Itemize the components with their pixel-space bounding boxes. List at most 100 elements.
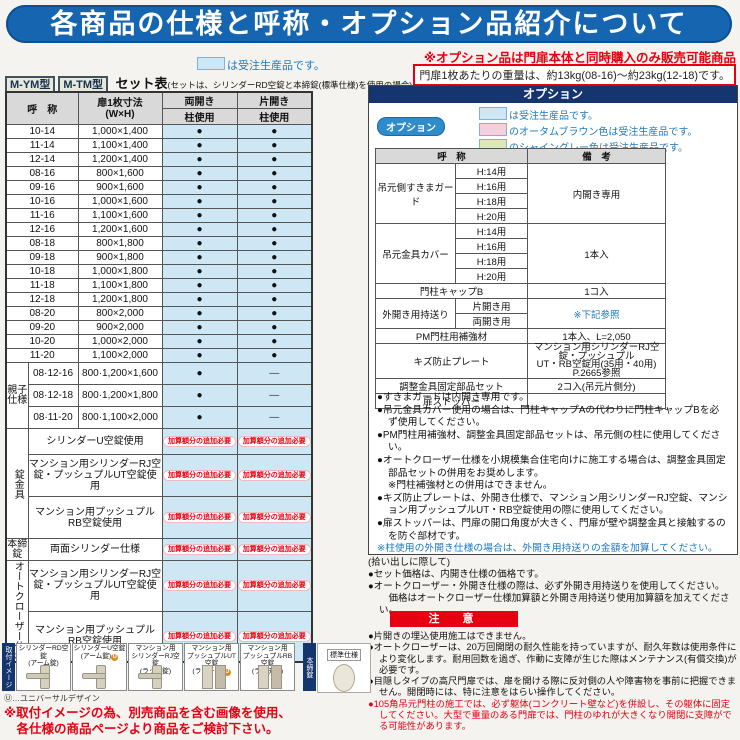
lock-name-cell: マンション用シリンダーRJ空錠・プッシュプルUT空錠使用: [27, 560, 163, 612]
lock-option-row: マンション用シリンダーRJ空錠・プッシュプルUT空錠使用 加算額分の追加必要 加算額…: [6, 454, 313, 497]
single-availability-cell: ●: [236, 236, 313, 251]
size-dim-cell: 800×2,000: [77, 306, 163, 321]
caution-notes: ●片開きの埋込使用施工はできません。 ●オートクローザーは、20万回開閉の耐久性能…: [368, 631, 738, 733]
col-header-pillar-single: 柱使用: [236, 108, 313, 125]
option-row: H:18用: [376, 253, 666, 269]
size-code-cell: 08-20: [5, 306, 79, 321]
size-code-cell: 11-20: [5, 348, 79, 363]
option-sub-cell: H:14用: [454, 163, 529, 179]
note-line: ●吊元金具カバー使用の場合は、門柱キャップAの代わりに門柱キャップBを必ず使用し…: [377, 404, 720, 429]
set-table-subtitle: (セットは、シリンダーRD空錠と本締錠(標準仕様)を使用の場合): [167, 80, 413, 90]
legend-line: のオータムブラウン色は受注生産品です。: [479, 123, 697, 139]
size-code-cell: 09-20: [5, 320, 79, 335]
note-line: ●オートクローザー・外開き仕様の際は、必ず外開き用持送りを使用してください。: [368, 581, 725, 592]
single-availability-cell: ●: [236, 166, 313, 181]
lock-product-label: シリンダーU空錠 (アーム錠) U: [73, 645, 126, 661]
double-availability-cell: ●: [161, 292, 238, 307]
single-availability-cell: ●: [236, 278, 313, 293]
single-availability-cell: ●: [236, 180, 313, 195]
double-availability-cell: ●: [161, 384, 238, 407]
weight-note-box: 門扉1枚あたりの重量は、約13kg(08-16)～約23kg(12-18)です。: [413, 64, 736, 86]
note-line: ●目隠しタイプの高尺門扉では、扉を開ける際に反対側の人や障害物を事前に把握できま…: [368, 676, 737, 698]
legend-text: は受注生産品です。: [227, 60, 325, 72]
surcharge-cell: 加算額分の追加必要: [161, 428, 238, 455]
double-availability-cell: ●: [161, 166, 238, 181]
size-code-cell: 08-16: [5, 166, 79, 181]
size-dim-cell: 1,100×1,800: [77, 278, 163, 293]
col-header-pillar-double: 柱使用: [161, 108, 238, 125]
size-row: 08-18 800×1,800 ● ●: [5, 236, 313, 251]
universal-design-icon: U: [111, 653, 119, 661]
lock-group-label: オートクローザー仕様: [5, 560, 29, 663]
surcharge-cell: 加算額分の追加必要: [236, 496, 313, 539]
surcharge-pill: 加算額分の追加必要: [163, 512, 236, 523]
option-name-cell: PM門柱用補強材: [374, 328, 529, 344]
size-dim-cell: 800·1,200×1,600: [77, 362, 163, 385]
surcharge-pill: 加算額分の追加必要: [163, 544, 236, 555]
option-sale-note: ※オプション品は門扉本体と同時購入のみ販売可能商品: [423, 51, 736, 65]
note-line: ●オートクローザー仕様を小規模集合住宅向けに施工する場合は、調整金具固定部品セッ…: [377, 454, 726, 479]
option-remark-cell: [527, 393, 667, 409]
surcharge-pill: 加算額分の追加必要: [238, 580, 311, 592]
size-dim-cell: 1,000×1,600: [77, 194, 163, 209]
lock-option-row: オートクローザー仕様 マンション用シリンダーRJ空錠・プッシュプルUT空錠使用加算…: [5, 560, 313, 663]
pushpull-body-icon: [214, 665, 226, 689]
options-panel: オプション オプション は受注生産品です。 のオータムブラウン色は受注生産品です。…: [368, 85, 738, 555]
size-row: 12-16 1,200×1,600 ● ●: [5, 222, 313, 237]
size-dim-cell: 1,200×1,600: [77, 222, 163, 237]
color-swatch-icon: [479, 123, 507, 136]
lock-name-cell: マンション用プッシュプルRB空錠使用: [27, 496, 163, 539]
double-availability-cell: ●: [161, 236, 238, 251]
size-dim-cell: 1,200×1,400: [77, 152, 163, 167]
surcharge-cell: 加算額分の追加必要: [236, 454, 313, 497]
size-dim-cell: 800×1,600: [77, 166, 163, 181]
option-sub-cell: H:16用: [454, 178, 529, 194]
single-availability-cell: ●: [236, 208, 313, 223]
size-code-cell: 10-14: [5, 124, 79, 139]
options-badge: オプション: [377, 117, 445, 136]
double-availability-cell: ●: [161, 208, 238, 223]
universal-design-icon: U: [223, 668, 231, 676]
lock-name-cell: マンション用シリンダーRJ空錠・プッシュプルUT空錠使用: [27, 454, 163, 497]
note-line: ●扉ストッパーは、門扉の開口角度が大きく、門扉が壁や調整金具と接触するのを防ぐ部…: [377, 517, 726, 542]
standard-spec-label: 標準仕様: [327, 649, 361, 661]
size-code-cell: 09-18: [5, 250, 79, 265]
surcharge-cell: 加算額分の追加必要: [236, 560, 313, 612]
single-availability-cell: ●: [236, 138, 313, 153]
double-availability-cell: ●: [161, 348, 238, 363]
pickup-notes: (拾い出しに際して) ●セット価格は、内開き仕様の価格です。 ●オートクローザー・…: [368, 557, 736, 617]
option-sub-cell: H:18用: [454, 253, 529, 269]
pushpull-body-icon: [270, 665, 282, 689]
lever-handle-icon: [137, 673, 162, 679]
size-row: 08-16 800×1,600 ● ●: [5, 166, 313, 181]
set-table-title: セット表: [115, 76, 168, 91]
size-row: 11-16 1,100×1,600 ● ●: [5, 208, 313, 223]
option-sub-cell: H:20用: [454, 268, 529, 284]
lock-product-card: マンション用 シリンダーRJ空錠 (ラッチ錠): [128, 643, 183, 691]
lock-handle-image: [192, 665, 232, 689]
note-line: ●キズ防止プレートは、外開き仕様で、マンション用シリンダーRJ空錠、マンション用…: [377, 492, 728, 517]
double-availability-cell: ●: [161, 194, 238, 209]
spacer: [295, 643, 303, 693]
lock-product-card: シリンダーU空錠 (アーム錠) U: [72, 643, 127, 691]
size-row: 11-20 1,100×2,000 ● ●: [5, 348, 313, 363]
col-header-double: 両開き: [161, 91, 238, 109]
option-row: 扉ストッパー: [374, 393, 667, 409]
lock-handle-image: [136, 665, 176, 689]
single-availability-cell: ●: [236, 124, 313, 139]
size-code-cell: 10-20: [5, 334, 79, 349]
note-line: ●105角吊元門柱の施工では、必ず躯体(コンクリート壁など)を併設し、その躯体に…: [368, 698, 732, 732]
surcharge-pill: 加算額分の追加必要: [163, 630, 236, 642]
lock-handle-image: [80, 665, 120, 689]
size-dim-cell: 800×1,800: [77, 236, 163, 251]
single-availability-cell: —: [236, 384, 313, 407]
col-header-name: 呼 称: [5, 91, 79, 125]
size-dim-cell: 1,100×2,000: [77, 348, 163, 363]
lock-option-row: 本締錠 両面シリンダー仕様 加算額分の追加必要 加算額分の追加必要: [5, 538, 313, 561]
surcharge-cell: 加算額分の追加必要: [161, 538, 238, 561]
surcharge-cell: 加算額分の追加必要: [161, 454, 238, 497]
size-dim-cell: 800·1,200×1,800: [77, 384, 163, 407]
size-row: 10-14 1,000×1,400 ● ●: [5, 124, 313, 139]
options-panel-title: オプション: [369, 86, 737, 103]
size-code-cell: 08·12-16: [27, 362, 79, 385]
